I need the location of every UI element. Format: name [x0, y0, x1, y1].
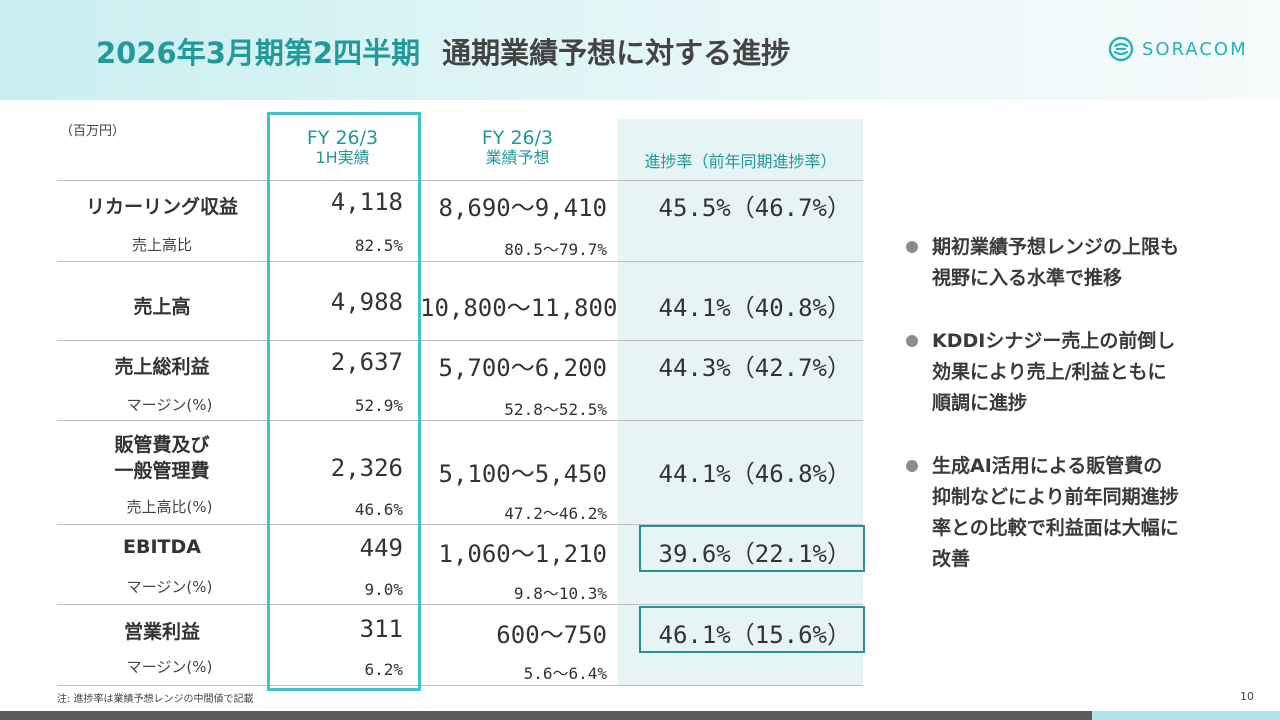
bullet-line: 率との比較で利益面は大幅に [932, 517, 1179, 539]
bullet-line: 視野に入る水準で推移 [932, 267, 1123, 289]
value-ebitda-forecast: 1,060～1,210 [438, 540, 608, 568]
actual-column-highlight-box [267, 112, 421, 691]
row-divider [57, 420, 863, 421]
unit-label: （百万円） [60, 124, 126, 139]
value-gross-profit-forecast: 5,700～6,200 [438, 354, 608, 382]
column-header-actual-line1: FY 26/3 [306, 127, 379, 149]
sub-label-ebitda-margin: マージン(%) [126, 578, 213, 596]
value-sga-ratio-actual: 46.6% [354, 500, 403, 519]
footer-bar-accent [1092, 711, 1280, 720]
commentary-bullets: 期初業績予想レンジの上限も 視野に入る水準で推移 KDDIシナジー売上の前倒し … [906, 232, 1226, 607]
row-label-sga-line2: 一般管理費 [114, 460, 210, 482]
row-divider [57, 261, 863, 262]
bullet-dot-icon [906, 335, 918, 347]
footer-bar-dark [0, 711, 1092, 720]
page-title: 2026年3月期第2四半期 通期業績予想に対する進捗 [96, 30, 790, 72]
sub-label-gross-margin: マージン(%) [126, 396, 213, 414]
row-label-gross-profit: 売上総利益 [114, 356, 210, 378]
row-divider [57, 340, 863, 341]
row-label-ebitda: EBITDA [123, 536, 201, 558]
column-header-progress: 進捗率（前年同期進捗率） [618, 152, 863, 172]
row-divider [57, 604, 863, 605]
value-gross-margin-forecast: 52.8～52.5% [504, 400, 607, 419]
value-ebitda-margin-forecast: 9.8～10.3% [513, 584, 607, 603]
bullet-line: 順調に進捗 [932, 392, 1028, 414]
bullet-item: KDDIシナジー売上の前倒し 効果により売上/利益ともに 順調に進捗 [906, 326, 1226, 419]
title-subject: 通期業績予想に対する進捗 [442, 36, 791, 70]
value-revenue-actual: 4,988 [330, 288, 403, 316]
column-header-forecast-line2: 業績予想 [485, 148, 550, 167]
value-recurring-actual: 4,118 [330, 188, 403, 216]
value-ebitda-margin-actual: 9.0% [364, 580, 403, 599]
row-divider [57, 524, 863, 525]
bullet-item: 生成AI活用による販管費の 抑制などにより前年同期進捗 率との比較で利益面は大幅… [906, 451, 1226, 575]
value-recurring-ratio-actual: 82.5% [354, 236, 403, 255]
value-recurring-progress: 45.5%（46.7%） [658, 194, 852, 222]
operating-profit-progress-highlight-box [639, 606, 865, 653]
value-ebitda-actual: 449 [359, 534, 403, 562]
logo-text: SORACOM [1142, 38, 1248, 60]
bullet-line: KDDIシナジー売上の前倒し [932, 330, 1176, 352]
bullet-line: 改善 [932, 548, 971, 570]
row-label-revenue: 売上高 [133, 296, 191, 318]
bullet-line: 生成AI活用による販管費の [932, 455, 1163, 477]
ebitda-progress-highlight-box [639, 525, 865, 572]
value-sga-progress: 44.1%（46.8%） [658, 460, 852, 488]
bullet-line: 期初業績予想レンジの上限も [932, 236, 1180, 258]
value-sga-actual: 2,326 [330, 454, 403, 482]
value-gross-margin-actual: 52.9% [354, 396, 403, 415]
row-divider [57, 180, 863, 181]
column-header-progress-line1: 進捗率（前年同期進捗率） [644, 152, 837, 171]
bullet-dot-icon [906, 241, 918, 253]
sub-label-operating-margin: マージン(%) [126, 658, 213, 676]
soracom-logo-icon [1108, 36, 1134, 62]
header-band [0, 0, 1280, 100]
column-header-actual: FY 26/3 1H実績 [270, 128, 415, 168]
column-header-forecast: FY 26/3 業績予想 [420, 128, 615, 168]
row-label-sga-line1: 販管費及び [114, 434, 210, 456]
bullet-item: 期初業績予想レンジの上限も 視野に入る水準で推移 [906, 232, 1226, 294]
value-operating-profit-forecast: 600～750 [496, 621, 607, 649]
value-gross-profit-progress: 44.3%（42.7%） [658, 354, 852, 382]
progress-column-background [618, 119, 863, 686]
bullet-line: 効果により売上/利益ともに [932, 361, 1167, 383]
soracom-logo: SORACOM [1108, 36, 1248, 62]
bullet-dot-icon [906, 460, 918, 472]
value-recurring-forecast: 8,690～9,410 [438, 194, 608, 222]
value-recurring-ratio-forecast: 80.5～79.7% [504, 240, 607, 259]
value-gross-profit-actual: 2,637 [330, 348, 403, 376]
value-operating-profit-actual: 311 [359, 615, 403, 643]
value-revenue-forecast: 10,800～11,800 [420, 294, 618, 322]
value-operating-profit-progress: 46.1%（15.6%） [658, 621, 852, 649]
footnote: 注: 進捗率は業績予想レンジの中間値で記載 [57, 694, 254, 705]
row-label-recurring: リカーリング収益 [85, 196, 238, 218]
sub-label-recurring: 売上高比 [131, 236, 192, 254]
column-header-forecast-line1: FY 26/3 [481, 127, 554, 149]
bullet-line: 抑制などにより前年同期進捗 [932, 486, 1179, 508]
value-ebitda-progress: 39.6%（22.1%） [658, 540, 852, 568]
value-revenue-progress: 44.1%（40.8%） [658, 294, 852, 322]
column-header-actual-line2: 1H実績 [315, 148, 370, 167]
row-label-operating-profit: 営業利益 [123, 621, 200, 643]
value-operating-margin-actual: 6.2% [364, 660, 403, 679]
value-operating-margin-forecast: 5.6～6.4% [523, 664, 607, 683]
value-sga-ratio-forecast: 47.2～46.2% [504, 504, 607, 523]
row-divider [57, 685, 863, 686]
value-sga-forecast: 5,100～5,450 [438, 460, 608, 488]
title-period: 2026年3月期第2四半期 [96, 36, 421, 70]
page-number: 10 [1240, 690, 1254, 703]
sub-label-sga-ratio: 売上高比(%) [126, 498, 213, 516]
